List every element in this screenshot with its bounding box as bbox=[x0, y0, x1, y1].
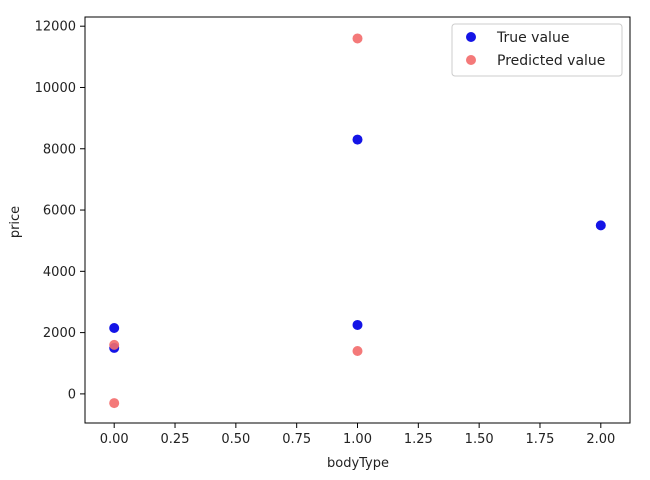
legend-marker bbox=[466, 55, 476, 65]
legend-box bbox=[451, 23, 623, 77]
predicted-value-point bbox=[352, 33, 363, 44]
true-value-point bbox=[595, 220, 606, 231]
true-value-point bbox=[109, 323, 120, 334]
x-tick-label: 1.00 bbox=[343, 432, 372, 447]
predicted-value-point bbox=[109, 398, 120, 409]
x-tick-label: 2.00 bbox=[586, 432, 615, 447]
predicted-value-point bbox=[352, 345, 363, 356]
y-tick-label: 0 bbox=[68, 387, 76, 402]
data-points bbox=[109, 33, 606, 409]
predicted-value-point bbox=[109, 339, 120, 350]
legend-label: Predicted value bbox=[497, 53, 605, 69]
y-tick-label: 8000 bbox=[43, 142, 76, 157]
true-value-point bbox=[352, 319, 363, 330]
plot-frame bbox=[84, 16, 631, 424]
y-tick-label: 4000 bbox=[43, 265, 76, 280]
x-axis-label: bodyType bbox=[327, 456, 389, 471]
y-tick-label: 6000 bbox=[43, 204, 76, 219]
axes: 0.00 0.25 0.50 0.75 1.00 1.25 1.50 1.75 2.00 0 200… bbox=[35, 16, 631, 447]
legend: True value Predicted value bbox=[451, 23, 623, 77]
legend-label: True value bbox=[496, 30, 569, 46]
y-tick-label: 12000 bbox=[35, 20, 76, 35]
x-tick-label: 1.25 bbox=[404, 432, 433, 447]
x-tick-label: 0.00 bbox=[100, 432, 129, 447]
x-tick-label: 1.75 bbox=[526, 432, 555, 447]
true-value-point bbox=[352, 134, 363, 145]
x-tick-label: 0.75 bbox=[282, 432, 311, 447]
x-tick-label: 1.50 bbox=[465, 432, 494, 447]
legend-marker bbox=[466, 32, 476, 42]
y-tick-label: 2000 bbox=[43, 326, 76, 341]
x-tick-label: 0.50 bbox=[221, 432, 250, 447]
x-tick-label: 0.25 bbox=[161, 432, 190, 447]
y-axis-label: price bbox=[8, 206, 23, 238]
y-tick-label: 10000 bbox=[35, 81, 76, 96]
watermark-text: CSDN @一个处女座的程序猿 bbox=[453, 456, 637, 473]
